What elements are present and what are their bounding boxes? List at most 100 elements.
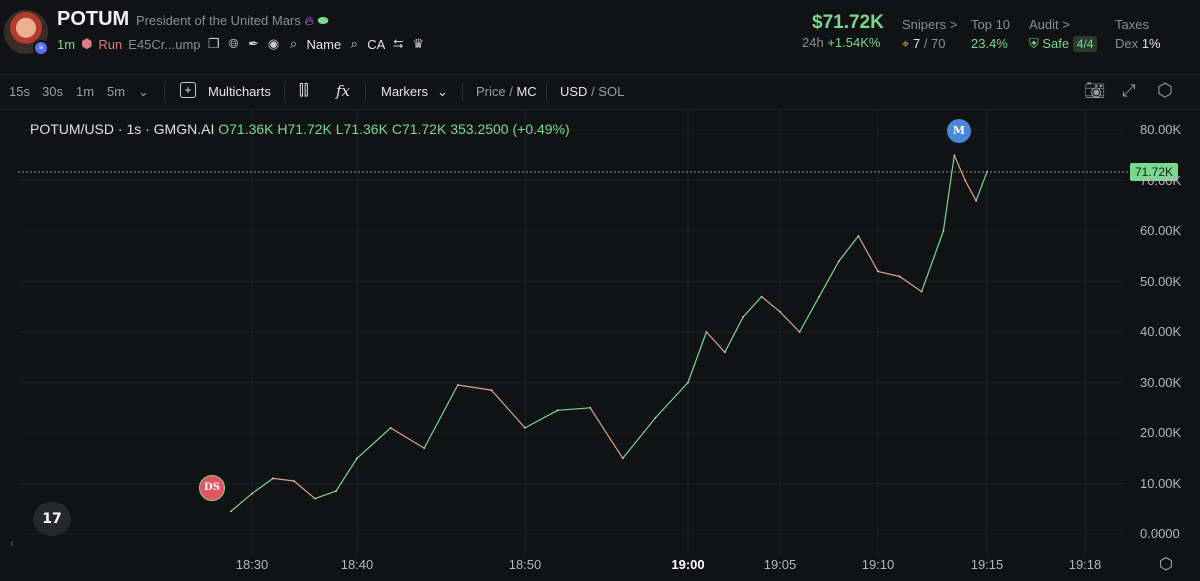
top10-value: 23.4% xyxy=(971,36,1008,51)
marker-ds-icon[interactable]: DS xyxy=(199,475,225,501)
current-price: $71.72K xyxy=(812,12,884,33)
sol-option[interactable]: SOL xyxy=(598,84,625,99)
price-point xyxy=(335,490,337,492)
audit-score: 4/4 xyxy=(1072,36,1098,52)
axis-settings-icon[interactable]: ⬡ xyxy=(1159,556,1173,573)
crown-icon[interactable]: ♛ xyxy=(412,36,425,51)
settings-hexagon-icon[interactable]: ⬡ xyxy=(1157,80,1173,100)
price-toggle[interactable]: Price / MC xyxy=(476,84,537,99)
usd-option[interactable]: USD xyxy=(560,84,588,99)
search-name-label[interactable]: Name xyxy=(306,36,342,52)
snipers-label[interactable]: Snipers > xyxy=(902,17,958,32)
price-point xyxy=(654,417,657,419)
y-tick-label: 0.0000 xyxy=(1140,526,1180,541)
audit-label[interactable]: Audit > xyxy=(1029,17,1070,32)
price-point xyxy=(942,230,945,232)
interval-5m[interactable]: 5m xyxy=(107,84,126,99)
price-option[interactable]: Price xyxy=(476,84,506,99)
interval-chevron-down-icon[interactable]: ⌄ xyxy=(138,84,149,99)
legend-open: O71.36K xyxy=(218,121,274,137)
price-point xyxy=(272,477,274,480)
x-tick-label: 18:40 xyxy=(340,557,374,572)
price-point xyxy=(760,295,763,298)
price-point xyxy=(589,406,592,409)
price-point xyxy=(920,290,923,293)
top10-stat: Top 10 23.4% xyxy=(971,17,1010,51)
interval-1m[interactable]: 1m xyxy=(76,84,95,99)
share-icon[interactable]: ⮀ xyxy=(393,36,404,51)
search-ca-icon[interactable]: ⌕ xyxy=(350,36,358,51)
fullscreen-expand-icon[interactable]: ⤢ xyxy=(1122,81,1136,100)
price-chart[interactable] xyxy=(0,110,1200,581)
search-name-icon[interactable]: ⌕ xyxy=(289,36,298,51)
x-tick-label: 19:00 xyxy=(671,557,705,572)
taxes-percent: 1% xyxy=(1141,36,1161,51)
y-tick-label: 60.00K xyxy=(1140,223,1182,238)
interval-15s[interactable]: 15s xyxy=(9,84,30,99)
feather-icon[interactable]: ✒ xyxy=(248,36,259,51)
globe-icon[interactable]: 🌐︎ xyxy=(228,36,239,51)
price-point xyxy=(723,351,726,354)
price-line-segment xyxy=(779,311,801,333)
price-point xyxy=(964,179,967,182)
markers-chevron-down-icon[interactable]: ⌄ xyxy=(437,84,448,99)
price-line-segment xyxy=(687,331,707,383)
audit-stat[interactable]: Audit > ⛨ Safe 4/4 xyxy=(1029,17,1098,52)
indicators-fx-icon[interactable]: fx xyxy=(336,82,351,100)
price-line-segment xyxy=(975,171,988,201)
add-chart-icon[interactable]: + xyxy=(180,82,196,98)
chart-legend: POTUM/USD · 1s · GMGN.AI O71.36K H71.72K… xyxy=(30,121,570,137)
scroll-left-chevron-icon[interactable]: ‹ xyxy=(10,536,14,550)
price-line-segment xyxy=(964,180,977,201)
x-tick-label: 19:05 xyxy=(763,557,797,572)
price-line-segment xyxy=(877,270,900,278)
interval-30s[interactable]: 30s xyxy=(42,84,63,99)
price-point xyxy=(556,409,559,412)
candles-icon[interactable]: ⫿⫿ xyxy=(299,82,309,99)
price-line-segment xyxy=(490,389,526,429)
currency-toggle[interactable]: USD / SOL xyxy=(560,84,625,99)
price-point xyxy=(251,492,253,495)
price-point xyxy=(705,331,708,333)
price-line-segment xyxy=(524,409,558,429)
price-point xyxy=(742,316,745,318)
toolbar-divider xyxy=(546,83,547,101)
copy-icon[interactable]: ❐ xyxy=(207,36,220,51)
toolbar-divider xyxy=(365,83,366,101)
token-description-text: President of the United Mars xyxy=(136,13,301,28)
price-line-segment xyxy=(557,407,591,411)
price-point xyxy=(389,427,392,429)
mc-option[interactable]: MC xyxy=(516,84,537,99)
tradingview-logo[interactable]: 17 xyxy=(33,502,71,536)
price-point xyxy=(877,270,879,273)
telegram-icon[interactable]: ◉ xyxy=(267,36,280,51)
price-line-segment xyxy=(838,235,859,262)
price-line-segment xyxy=(724,316,744,353)
x-tick-label: 18:50 xyxy=(508,557,542,572)
price-point xyxy=(898,275,901,278)
y-tick-label: 50.00K xyxy=(1140,273,1182,289)
snipers-value: ⌖ 7 / 70 xyxy=(902,36,957,52)
toolbar-divider xyxy=(284,83,285,101)
snipers-stat[interactable]: Snipers > ⌖ 7 / 70 xyxy=(902,17,957,52)
price-point xyxy=(456,384,459,386)
price-point xyxy=(857,235,860,237)
price-line-segment xyxy=(705,331,726,353)
multicharts-button[interactable]: Multicharts xyxy=(208,84,271,99)
token-age: 1m xyxy=(57,36,76,52)
taxes-value: Dex 1% xyxy=(1115,36,1161,51)
marker-m-icon[interactable]: M xyxy=(947,119,971,143)
screenshot-camera-icon[interactable]: 📷︎ xyxy=(1084,81,1106,100)
markers-dropdown[interactable]: Markers xyxy=(381,84,428,99)
search-ca-label[interactable]: CA xyxy=(367,36,386,52)
price-line-segment xyxy=(457,384,492,391)
contract-address: E45Cr...ump xyxy=(128,36,201,52)
price-line-segment xyxy=(857,235,879,272)
change-period: 24h xyxy=(802,35,824,50)
platform-badge-icon: ≡ xyxy=(33,40,49,56)
price-point xyxy=(986,170,988,173)
token-avatar[interactable] xyxy=(4,10,48,54)
toolbar-divider xyxy=(462,83,463,101)
price-line-segment xyxy=(356,427,392,459)
price-line-segment xyxy=(799,296,820,333)
